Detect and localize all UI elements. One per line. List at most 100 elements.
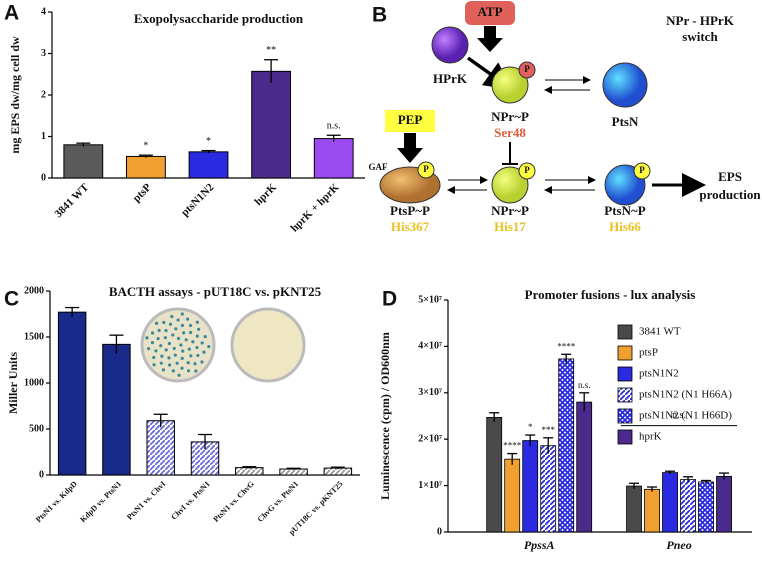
x-tick-label: PtsN1 vs. KdpD xyxy=(34,479,79,524)
x-tick-label: ChvG vs. PtsN1 xyxy=(256,479,301,524)
colony xyxy=(179,343,183,347)
bar xyxy=(63,144,104,179)
colony xyxy=(196,353,200,358)
bar xyxy=(102,343,131,476)
colony xyxy=(194,369,198,373)
residue: His367 xyxy=(391,219,430,234)
colony xyxy=(202,350,206,354)
legend-swatch xyxy=(617,387,633,403)
error-bar xyxy=(198,433,212,450)
x-tick-label: hprK xyxy=(252,181,279,208)
colony xyxy=(150,331,155,335)
error-bar xyxy=(330,466,345,470)
colony xyxy=(200,360,204,364)
ptsn-node xyxy=(602,62,648,108)
y-tick-label: 0 xyxy=(41,172,46,183)
colony xyxy=(207,344,211,349)
colony xyxy=(188,323,193,328)
legend-label: hprK xyxy=(639,431,662,443)
colony xyxy=(171,369,175,373)
error-bar xyxy=(647,486,658,492)
colony xyxy=(152,355,156,360)
significance: **** xyxy=(557,341,576,351)
panel-label: B xyxy=(372,4,387,27)
panel-label: D xyxy=(382,288,397,311)
bar xyxy=(188,151,229,179)
y-axis-label: Luminescence (cpm) / OD600nm xyxy=(378,332,392,500)
legend-label: ptsP xyxy=(639,347,658,359)
colony xyxy=(177,373,181,377)
significance: **** xyxy=(503,441,522,451)
output-label: production xyxy=(699,187,761,202)
legend-swatch xyxy=(617,345,633,361)
colony xyxy=(189,354,193,358)
phospho-label: P xyxy=(524,64,530,74)
y-tick-label: 1×10⁷ xyxy=(418,480,442,491)
bar xyxy=(313,138,354,179)
significance: ** xyxy=(266,45,276,56)
colony xyxy=(146,347,151,351)
colony xyxy=(172,346,176,351)
colony xyxy=(163,336,167,340)
arrow xyxy=(477,26,503,52)
hprk-node xyxy=(431,26,469,64)
colony xyxy=(154,349,158,353)
error-bar xyxy=(561,353,572,364)
significance: n.s. xyxy=(578,380,591,390)
significance: n.s. xyxy=(327,121,341,132)
colony xyxy=(180,366,184,370)
y-axis-label: mg EPS dw/mg cell dw xyxy=(8,36,22,154)
x-tick-label: ptsP xyxy=(131,181,154,204)
arrow xyxy=(397,133,423,163)
legend-label: 3841 WT xyxy=(639,326,681,338)
residue: Ser48 xyxy=(494,125,526,140)
colony xyxy=(180,323,184,328)
y-tick-label: 3×10⁷ xyxy=(418,387,442,398)
colony xyxy=(176,336,181,341)
bar xyxy=(279,468,308,476)
pep-label: PEP xyxy=(398,112,423,127)
colony xyxy=(193,362,197,366)
residue: His17 xyxy=(494,219,526,234)
bar xyxy=(680,479,696,533)
error-bar xyxy=(701,479,712,484)
y-tick-label: 4 xyxy=(41,6,46,17)
colony xyxy=(157,328,161,332)
y-tick-label: 1 xyxy=(41,131,46,142)
error-bar xyxy=(65,306,80,317)
colony xyxy=(173,353,177,357)
phospho xyxy=(518,61,536,79)
colony xyxy=(195,320,199,324)
colony xyxy=(161,368,166,372)
y-tick-label: 0 xyxy=(39,469,44,480)
y-tick-label: 2 xyxy=(41,89,46,100)
colony xyxy=(171,333,175,337)
bar xyxy=(323,467,353,476)
colony xyxy=(195,345,199,350)
error-bar xyxy=(153,413,168,428)
significance: * xyxy=(143,140,148,151)
colony xyxy=(162,320,166,325)
chart-title: BACTH assays - pUT18C vs. pKNT25 xyxy=(109,284,322,299)
colony xyxy=(186,369,191,373)
colonies xyxy=(145,312,211,377)
diagram-title: switch xyxy=(682,29,718,44)
bar xyxy=(146,420,175,476)
colony xyxy=(160,354,164,358)
error-bar xyxy=(683,476,694,483)
bar xyxy=(251,70,292,179)
colony xyxy=(168,363,172,367)
y-axis-label: Miller Units xyxy=(6,352,20,414)
plate-photo xyxy=(230,307,306,383)
colony xyxy=(150,341,155,345)
colony xyxy=(180,312,184,316)
y-tick-label: 1000 xyxy=(24,377,44,388)
error-bar xyxy=(629,482,640,489)
colony xyxy=(188,330,193,335)
colony xyxy=(159,344,163,348)
colony xyxy=(186,361,190,365)
colony xyxy=(174,327,178,331)
node-label: HPrK xyxy=(433,71,468,86)
diagram-title: NPr - HPrK xyxy=(666,13,735,28)
colony xyxy=(200,341,204,345)
